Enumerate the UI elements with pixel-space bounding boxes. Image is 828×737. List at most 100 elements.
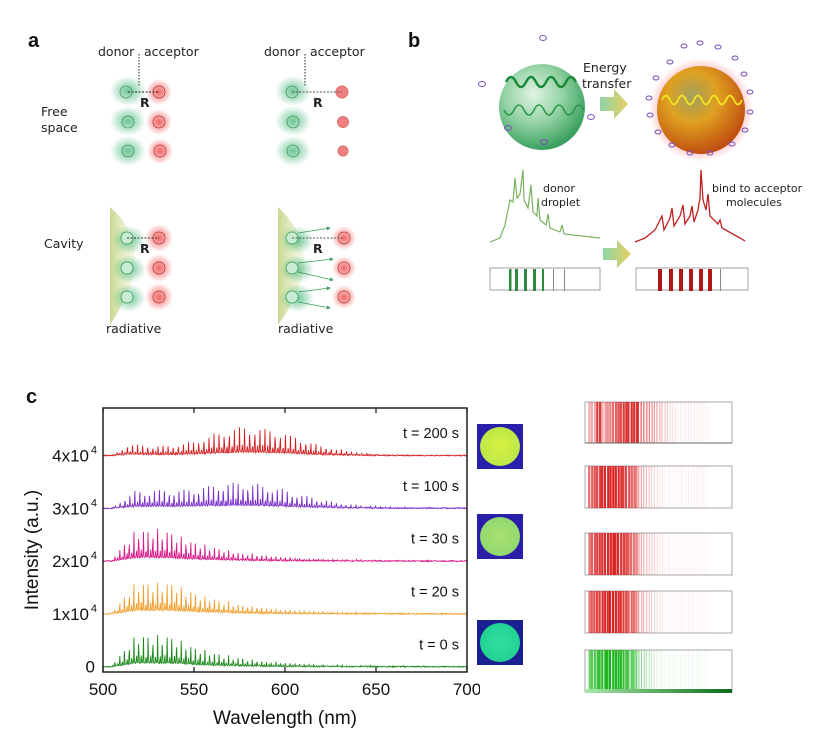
barcode-line [692,650,694,692]
barcode-line [672,402,674,443]
droplet-t200 [477,424,523,469]
barcode-line [687,466,689,508]
barcode-line [607,466,610,508]
barcode-line [645,650,647,692]
barcode-line [615,402,618,443]
barcode-line [601,650,604,692]
barcode-line [656,466,658,508]
barcode-line [603,466,606,508]
barcode-line [677,466,679,508]
barcode-line [690,650,692,692]
barcode-line [703,533,705,575]
barcode-line [524,269,527,291]
barcode-line [664,533,666,575]
barcode-line [609,591,612,633]
barcode-line [698,533,700,575]
barcode-line [614,650,617,692]
barcode-line [690,402,692,443]
y-tick-label: 0 [86,658,95,677]
barcode-line [685,533,687,575]
barcode-line [598,650,601,692]
barcode-t0 [584,649,733,693]
barcode-line [638,591,640,633]
barcode-line [656,402,658,443]
barcode-line [627,650,630,692]
barcode-line [632,650,635,692]
barcode-line [706,402,708,443]
donor-caption-line2: droplet [541,196,581,209]
series-label: t = 200 s [403,426,459,442]
barcode-line [661,650,663,692]
barcode-line [619,402,622,443]
barcode-line [617,466,620,508]
barcode-line [635,591,638,633]
barcode-t200 [584,401,733,444]
barcode-line [638,533,640,575]
barcode-line [635,533,638,575]
barcode-line [509,269,512,291]
x-tick-label: 700 [453,680,480,699]
barcode-line [596,650,599,692]
barcode-line [648,466,650,508]
barcode-line [656,591,658,633]
barcode-line [593,466,596,508]
droplet-disc [480,623,520,662]
barcode-line [690,466,692,508]
barcode-line [664,591,666,633]
distance-label-4: R [313,241,323,256]
barcode-line [656,650,658,692]
barcode-line [675,466,677,508]
barcode-line [609,650,612,692]
barcode-line [698,650,700,692]
barcode-line [672,591,674,633]
wavelength-gradient-bar [585,689,732,693]
series-label: t = 0 s [419,637,459,653]
barcode-line [695,533,697,575]
barcode-line [612,466,615,508]
energy-transfer-label-line2: transfer [582,76,632,91]
barcode-line [667,650,669,692]
barcode-line [643,402,645,443]
cavity-label: Cavity [44,236,84,251]
barcode-line [612,402,615,443]
barcode-line [680,402,682,443]
barcode-line [588,533,591,575]
barcode-line [588,402,591,443]
barcode-line [677,402,679,443]
barcode-line [622,402,625,443]
barcode-line [627,591,630,633]
barcode-line [619,650,622,692]
series-line-t-100-s [102,482,468,510]
barcode-line [674,650,676,692]
series-label: t = 100 s [403,479,459,495]
barcode-line [607,533,610,575]
barcode-line [706,650,708,692]
barcode-frame [584,465,733,509]
barcode-line [706,591,708,633]
barcode-line [590,591,593,633]
barcode-line [601,402,604,443]
distance-label-2: R [313,95,323,110]
barcode-line [612,533,615,575]
barcode-line [687,533,689,575]
panel-b-barcode-lines [509,269,565,291]
barcode-line [614,591,617,633]
radiative-label-2: radiative [278,321,334,336]
barcode-line [703,402,705,443]
barcode-line [669,466,671,508]
barcode-line [595,591,599,633]
barcode-line [664,650,666,692]
barcode-line [638,650,640,692]
barcode-t100 [584,465,733,509]
barcode-line [645,466,647,508]
barcode-line [596,533,599,575]
barcode-line [689,269,693,291]
barcode-line [628,466,631,508]
barcode-line [698,402,700,443]
barcode-line [698,466,700,508]
barcode-line [646,402,648,443]
barcode-line [682,533,684,575]
y-tick-label: 3x10 [52,499,89,518]
barcode-line [598,533,601,575]
barcode-line [690,591,692,633]
